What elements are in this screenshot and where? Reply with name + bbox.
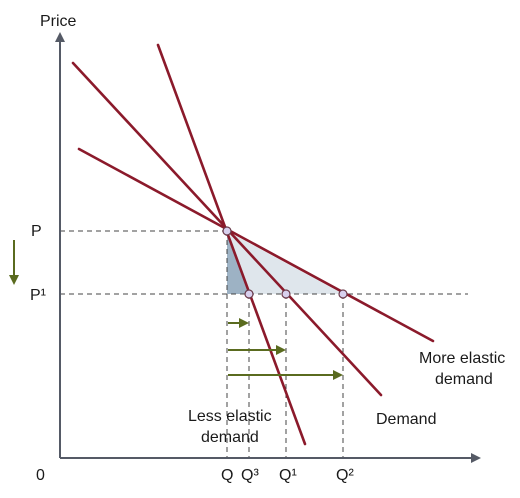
point-q2	[338, 289, 348, 299]
intersection-points	[222, 226, 348, 299]
point-p-q	[222, 226, 232, 236]
q3-label: Q³	[241, 467, 259, 484]
q1-label: Q¹	[279, 467, 297, 484]
q2-label: Q²	[336, 467, 354, 484]
more-elastic-demand-curve	[77, 147, 435, 343]
price-p1-label: P¹	[30, 287, 46, 304]
price-axis-label: Price	[40, 13, 77, 30]
more-elastic-label-line1: More elastic	[419, 350, 505, 367]
origin-label: 0	[36, 467, 45, 484]
q-label: Q	[221, 467, 233, 484]
quantity-change-arrows	[228, 318, 343, 380]
point-q3	[244, 289, 254, 299]
more-elastic-label-line2: demand	[435, 371, 493, 388]
demand-label: Demand	[376, 411, 436, 428]
price-p-label: P	[31, 223, 42, 240]
less-elastic-label-line2: demand	[201, 429, 259, 446]
point-q1	[281, 289, 291, 299]
demand-curves	[71, 43, 435, 446]
revenue-gain-light-area	[227, 231, 343, 294]
less-elastic-demand-curve	[156, 43, 307, 446]
less-elastic-label-line1: Less elastic	[188, 408, 272, 425]
